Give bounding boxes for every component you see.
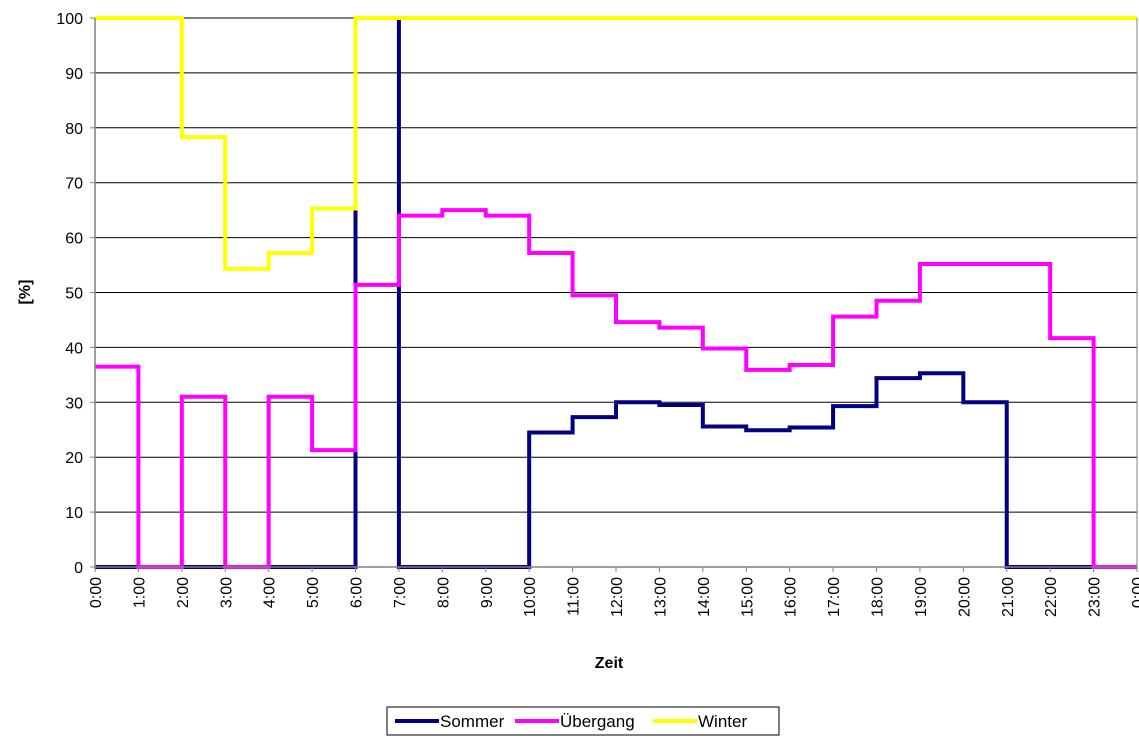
legend-label: Sommer [440,712,505,731]
x-tick-label: 14:00 [696,577,713,617]
x-tick-labels: 0:00 1:00 2:00 3:00 4:00 5:00 6:00 7:00 8:00 9:00… [88,577,1139,617]
x-tick-label: 3:00 [218,577,235,608]
x-tick-label: 7:00 [392,577,409,608]
y-tick-label: 50 [65,286,83,303]
x-tick-label: 18:00 [870,577,887,617]
x-tick-label: 22:00 [1043,577,1060,617]
x-tick-label: 10:00 [522,577,539,617]
y-tick-label: 90 [65,66,83,83]
x-tick-label: 23:00 [1087,577,1104,617]
grid-lines [95,17,1137,568]
x-tick-label: 5:00 [305,577,322,608]
legend: Sommer Übergang Winter [386,706,780,736]
y-tick-label: 20 [65,450,83,467]
x-tick-label: 11:00 [566,577,583,616]
y-tick-label: 30 [65,395,83,412]
legend-label: Übergang [560,712,635,731]
series-line--bergang [95,208,1137,569]
y-tick-label: 40 [65,340,83,357]
series-lines [95,16,1137,569]
x-tick-label: 0:00 [88,577,105,608]
x-tick-label: 1:00 [131,577,148,608]
x-tick-label: 20:00 [956,577,973,617]
x-tick-label: 15:00 [739,577,756,617]
x-tick-label: 6:00 [349,577,366,608]
y-tick-label: 80 [65,121,83,138]
x-tick-label: 0:00 [1130,577,1139,608]
x-tick-label: 12:00 [609,577,626,617]
legend-label: Winter [698,712,747,731]
y-tick-label: 60 [65,231,83,248]
x-tick-label: 19:00 [913,577,930,617]
y-tick-label: 70 [65,176,83,193]
x-axis-title: Zeit [595,655,624,672]
x-tick-label: 4:00 [262,577,279,608]
y-tick-label: 10 [65,505,83,522]
legend-box [386,706,780,736]
y-axis-title: [%] [17,280,34,305]
x-tick-label: 9:00 [479,577,496,608]
y-tick-label: 100 [56,11,83,28]
y-tick-labels: 0 10 20 30 40 50 60 70 80 90 100 [56,11,83,577]
x-tick-label: 8:00 [435,577,452,608]
series-line-winter [95,16,1137,271]
y-tick-label: 0 [74,560,83,577]
axes [90,17,1138,572]
x-tick-label: 16:00 [783,577,800,617]
x-tick-label: 13:00 [652,577,669,617]
x-tick-label: 17:00 [826,577,843,617]
x-tick-label: 21:00 [1000,577,1017,617]
x-tick-label: 2:00 [175,577,192,608]
